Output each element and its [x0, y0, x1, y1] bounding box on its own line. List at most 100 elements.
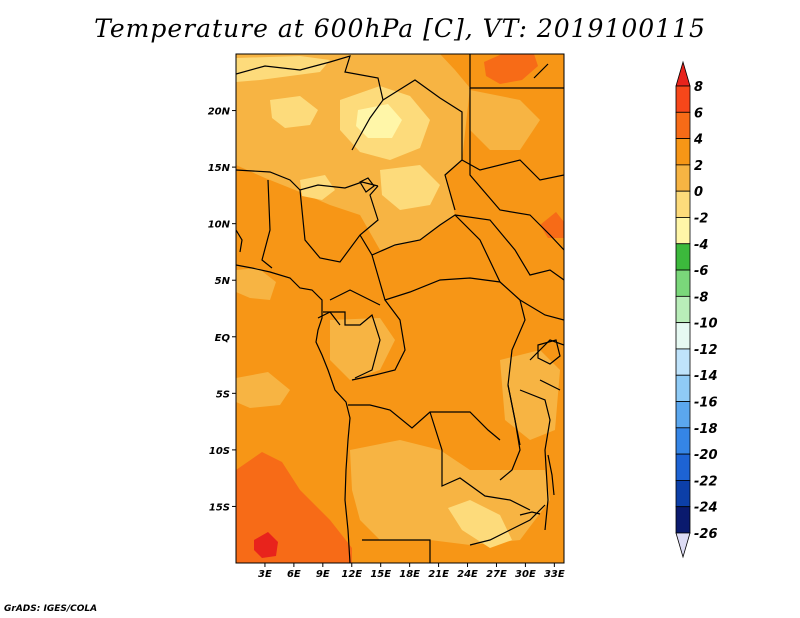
- lon-tick-label: 18E: [399, 569, 420, 580]
- field-region-minus2-to-0: [236, 56, 330, 82]
- field-region-6-to-8: [254, 532, 278, 558]
- colorbar-segment: [675, 243, 691, 271]
- border-gabon: [317, 311, 341, 326]
- lat-tick-label: 5S: [216, 389, 230, 400]
- colorbar-label: 4: [693, 133, 703, 148]
- lat-tick-label: 15N: [208, 163, 231, 174]
- lon-tick-label: 12E: [341, 569, 362, 580]
- border-south-sudan: [454, 214, 564, 281]
- colorbar-label: -10: [694, 317, 718, 332]
- lat-tick-label: 10S: [209, 446, 230, 457]
- colorbar-label: -16: [694, 396, 718, 411]
- colorbar-segment: [675, 427, 691, 455]
- grads-credit: GrADS: IGES/COLA: [4, 604, 98, 614]
- colorbar-segment: [675, 374, 691, 402]
- field-region-minus2-to-0: [448, 500, 512, 548]
- lake-victoria-outline: [537, 339, 561, 365]
- colorbar-segment: [675, 348, 691, 376]
- colorbar-label: -24: [694, 501, 718, 516]
- lon-tick-label: 21E: [428, 569, 449, 580]
- colorbar-segment: [675, 190, 691, 218]
- latitude-axis: 20N 15N 10N 5N EQ 5S 10S 15S: [208, 107, 236, 513]
- field-region-minus2-to-0: [270, 96, 318, 128]
- lake-tanganyika-outline: [507, 384, 521, 446]
- lon-tick-label: 9E: [316, 569, 330, 580]
- lon-tick-label: 30E: [515, 569, 536, 580]
- border-angola-namibia: [362, 539, 431, 563]
- colorbar-segment: [675, 480, 691, 508]
- lon-tick-label: 15E: [370, 569, 391, 580]
- colorbar-label: -26: [694, 527, 718, 542]
- field-region-0-to-2: [330, 318, 395, 380]
- temperature-field: [236, 54, 564, 563]
- colorbar-segment: [675, 138, 691, 166]
- colorbar-label: 8: [694, 80, 703, 95]
- lat-tick-label: 5N: [215, 276, 231, 287]
- colorbar-label: -4: [694, 238, 708, 253]
- colorbar-label: -12: [694, 343, 718, 358]
- field-region-minus4-to-minus2: [356, 104, 402, 138]
- colorbar-segment: [675, 85, 691, 113]
- field-region-minus2-to-0: [300, 175, 335, 200]
- colorbar-segment: [675, 295, 691, 324]
- lat-tick-label: 10N: [208, 220, 231, 231]
- colorbar-label: -20: [694, 448, 718, 463]
- colorbar-label: -14: [694, 369, 718, 384]
- red-sea-coast: [533, 63, 549, 79]
- colorbar-cap-bottom: [675, 532, 691, 559]
- lon-tick-label: 27E: [486, 569, 507, 580]
- field-region-4-to-6: [484, 54, 538, 84]
- border-east-africa: [519, 299, 564, 531]
- colorbar-segment: [675, 269, 691, 297]
- colorbar-segment: [675, 401, 691, 429]
- colorbar: 8 6 4 2 0 -2 -4 -6 -8 -10 -12 -14 -16 -18 -20 -22 -24 -26: [675, 60, 718, 559]
- lon-tick-label: 33E: [544, 569, 565, 580]
- lon-tick-label: 3E: [258, 569, 272, 580]
- border-libya-chad: [382, 79, 463, 211]
- lake-volta-outline: [236, 229, 243, 253]
- chart-title: Temperature at 600hPa [C], VT: 201910011…: [94, 14, 706, 43]
- border-chad-car: [359, 214, 501, 283]
- lon-tick-label: 24E: [457, 569, 478, 580]
- colorbar-label: -6: [694, 264, 708, 279]
- colorbar-label: -18: [694, 422, 718, 437]
- colorbar-segment: [675, 322, 691, 350]
- border-sudan-south: [469, 88, 564, 251]
- lat-tick-label: 20N: [208, 107, 231, 118]
- lake-malawi-outline: [547, 454, 555, 496]
- country-borders: [236, 54, 564, 563]
- longitude-axis: 3E 6E 9E 12E 15E 18E 21E 24E 27E 30E 33E: [258, 563, 565, 580]
- field-region-0-to-2: [236, 372, 290, 408]
- lake-chad-outline: [359, 177, 375, 193]
- border-nigeria-cameroon: [261, 179, 379, 269]
- border-angola-east: [429, 411, 531, 511]
- lake-kariba-outline: [519, 511, 541, 516]
- colorbar-segment: [675, 453, 691, 481]
- border-mali-niger: [236, 169, 379, 191]
- colorbar-segment: [675, 111, 691, 139]
- field-region-minus2-to-0: [380, 165, 440, 210]
- colorbar-label: 0: [694, 185, 703, 200]
- lat-tick-label: 15S: [209, 502, 230, 513]
- coastline-west-africa: [236, 264, 351, 563]
- border-zambia-zimbabwe: [469, 504, 546, 546]
- colorbar-label: 2: [694, 159, 703, 174]
- field-region-0-to-2: [470, 90, 540, 150]
- sudan-border-interior: [461, 159, 564, 181]
- lat-tick-label: EQ: [215, 333, 231, 344]
- colorbar-segment: [675, 506, 691, 534]
- colorbar-label: 6: [694, 106, 703, 121]
- border-drc-west: [351, 299, 406, 381]
- border-cameroon-congo: [323, 289, 381, 379]
- field-region-0-to-2: [236, 268, 276, 300]
- lon-tick-label: 6E: [287, 569, 301, 580]
- border-algeria-south: [236, 55, 384, 151]
- colorbar-label: -8: [694, 290, 708, 305]
- map-frame: [235, 53, 565, 564]
- colorbar-segment: [675, 164, 691, 192]
- border-angola-north: [348, 404, 501, 441]
- colorbar-label: -22: [694, 474, 718, 489]
- colorbar-cap-top: [675, 60, 691, 87]
- colorbar-label: -2: [694, 211, 708, 226]
